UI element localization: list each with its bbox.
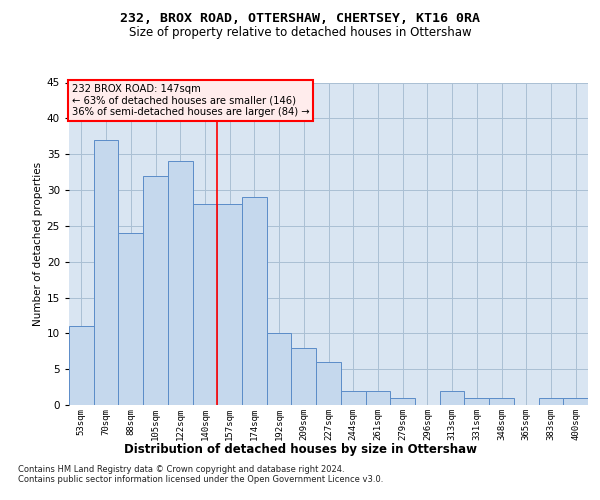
Bar: [168, 162, 193, 405]
Text: Contains public sector information licensed under the Open Government Licence v3: Contains public sector information licen…: [18, 475, 383, 484]
Bar: [390, 398, 415, 405]
Bar: [242, 197, 267, 405]
Bar: [341, 390, 365, 405]
Bar: [267, 334, 292, 405]
Text: Distribution of detached houses by size in Ottershaw: Distribution of detached houses by size …: [124, 442, 476, 456]
Bar: [464, 398, 489, 405]
Bar: [440, 390, 464, 405]
Bar: [217, 204, 242, 405]
Bar: [118, 233, 143, 405]
Bar: [365, 390, 390, 405]
Bar: [143, 176, 168, 405]
Bar: [489, 398, 514, 405]
Text: 232 BROX ROAD: 147sqm
← 63% of detached houses are smaller (146)
36% of semi-det: 232 BROX ROAD: 147sqm ← 63% of detached …: [71, 84, 309, 117]
Y-axis label: Number of detached properties: Number of detached properties: [32, 162, 43, 326]
Text: Size of property relative to detached houses in Ottershaw: Size of property relative to detached ho…: [128, 26, 472, 39]
Bar: [316, 362, 341, 405]
Bar: [539, 398, 563, 405]
Bar: [563, 398, 588, 405]
Bar: [292, 348, 316, 405]
Bar: [69, 326, 94, 405]
Text: Contains HM Land Registry data © Crown copyright and database right 2024.: Contains HM Land Registry data © Crown c…: [18, 465, 344, 474]
Text: 232, BROX ROAD, OTTERSHAW, CHERTSEY, KT16 0RA: 232, BROX ROAD, OTTERSHAW, CHERTSEY, KT1…: [120, 12, 480, 26]
Bar: [94, 140, 118, 405]
Bar: [193, 204, 217, 405]
